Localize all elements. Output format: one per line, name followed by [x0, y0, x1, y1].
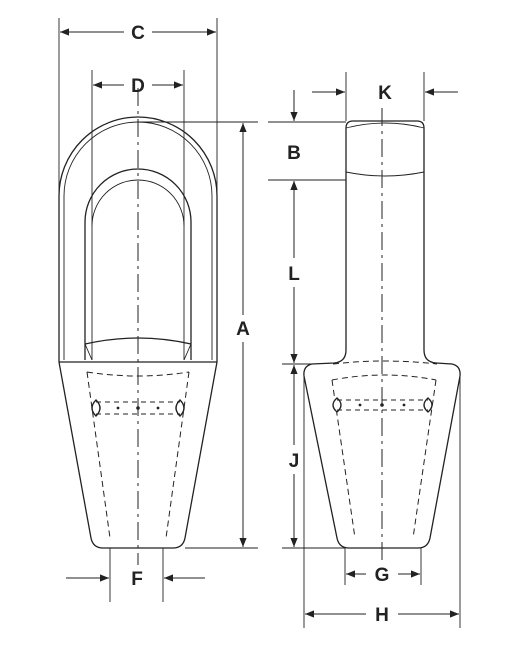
tab-band	[345, 171, 425, 177]
tab-outline	[345, 120, 425, 179]
label-k: K	[378, 83, 392, 104]
open-socket-front-view	[58, 88, 218, 565]
side-basket-hidden	[331, 379, 437, 539]
outer-bail-outline	[58, 116, 218, 362]
label-l: L	[288, 264, 300, 285]
eye-opening-outer	[84, 168, 192, 360]
extension-lines	[58, 18, 461, 628]
side-hole-left	[332, 397, 342, 413]
shoulder-junction	[332, 360, 438, 365]
label-j: J	[289, 451, 300, 472]
dimension-arrows	[60, 28, 459, 618]
basket-hidden-lines	[86, 371, 190, 539]
label-h: H	[375, 605, 389, 626]
label-f: F	[131, 569, 143, 590]
label-d: D	[131, 76, 145, 97]
cross-hole-dash	[96, 401, 180, 415]
side-basket-hidden-top	[331, 374, 437, 381]
eye-bottom-band	[84, 343, 192, 361]
label-b: B	[287, 143, 301, 164]
label-c: C	[131, 23, 145, 44]
open-socket-side-view	[303, 108, 461, 560]
label-a: A	[236, 319, 250, 340]
dimension-labels: C D A F K B L J G H	[131, 23, 392, 626]
cross-hole-right	[175, 399, 185, 417]
label-g: G	[375, 565, 390, 586]
eye-opening-inner	[91, 179, 185, 360]
side-hole-right	[423, 397, 433, 413]
neck-outline	[303, 179, 461, 549]
basket-outline	[58, 361, 218, 549]
cross-hole-left	[91, 399, 101, 417]
tab-top-curve	[345, 122, 425, 129]
